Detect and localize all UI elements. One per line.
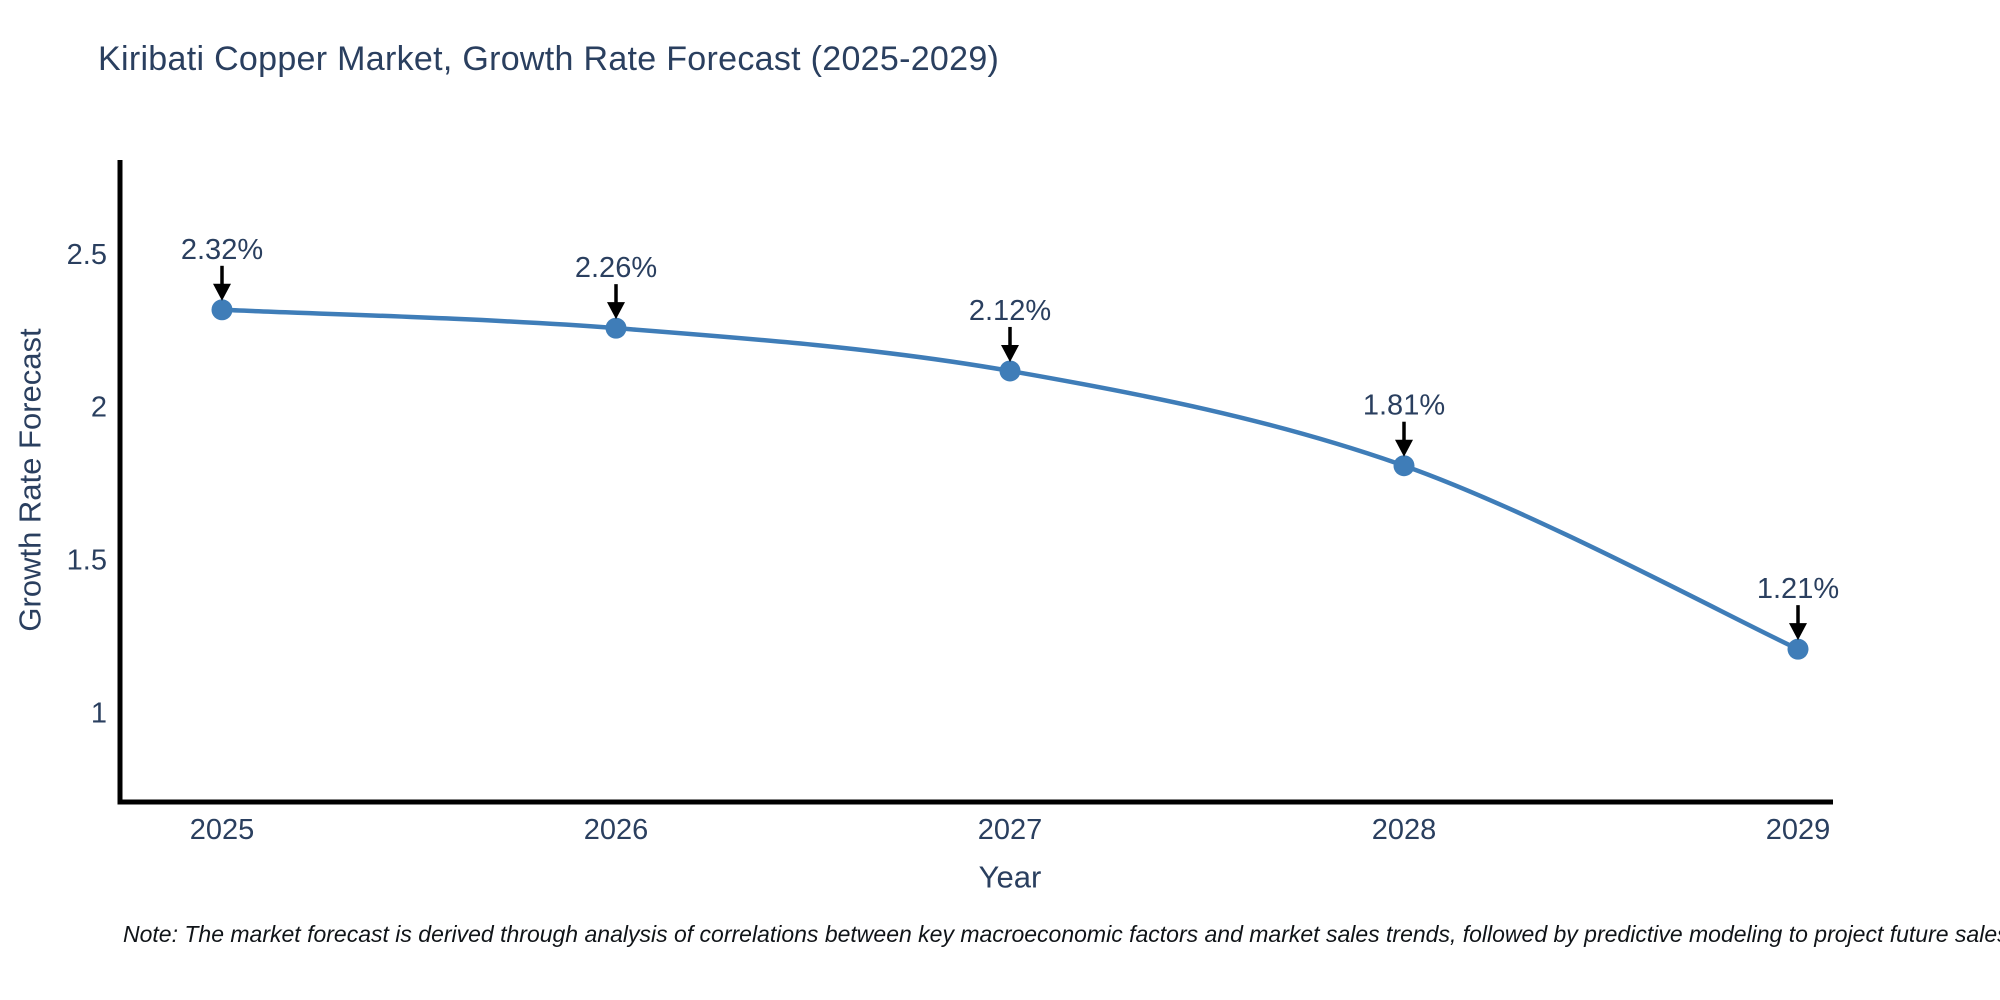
annotation-arrowhead-icon: [213, 283, 231, 301]
data-point-label: 2.12%: [969, 295, 1051, 327]
x-tick-label: 2026: [584, 814, 649, 846]
footnote: Note: The market forecast is derived thr…: [123, 921, 2000, 947]
x-tick-label: 2025: [190, 814, 255, 846]
data-point-label: 2.26%: [575, 252, 657, 284]
chart-title: Kiribati Copper Market, Growth Rate Fore…: [98, 40, 1000, 78]
data-point-label: 2.32%: [181, 234, 263, 266]
annotation-arrowhead-icon: [1001, 344, 1019, 362]
data-point-marker: [1787, 638, 1809, 660]
annotation-arrowhead-icon: [1789, 623, 1807, 641]
axis-lines: [117, 160, 1833, 805]
annotation-arrowhead-icon: [607, 302, 625, 320]
y-tick-label: 2.5: [67, 239, 107, 271]
x-tick-label: 2028: [1372, 814, 1437, 846]
data-point-marker: [211, 299, 233, 321]
y-tick-label: 2: [91, 392, 107, 424]
data-point-marker: [999, 360, 1021, 382]
data-point-label: 1.21%: [1757, 573, 1839, 605]
x-tick-label: 2027: [978, 814, 1043, 846]
x-axis-title: Year: [979, 860, 1042, 895]
x-tick-label: 2029: [1766, 814, 1831, 846]
data-point-label: 1.81%: [1363, 390, 1445, 422]
annotation-arrowhead-icon: [1395, 439, 1413, 457]
y-tick-label: 1: [91, 697, 107, 729]
y-axis-title: Growth Rate Forecast: [13, 328, 48, 632]
data-point-marker: [1393, 455, 1415, 477]
data-point-marker: [605, 317, 627, 339]
y-tick-label: 1.5: [67, 544, 107, 576]
